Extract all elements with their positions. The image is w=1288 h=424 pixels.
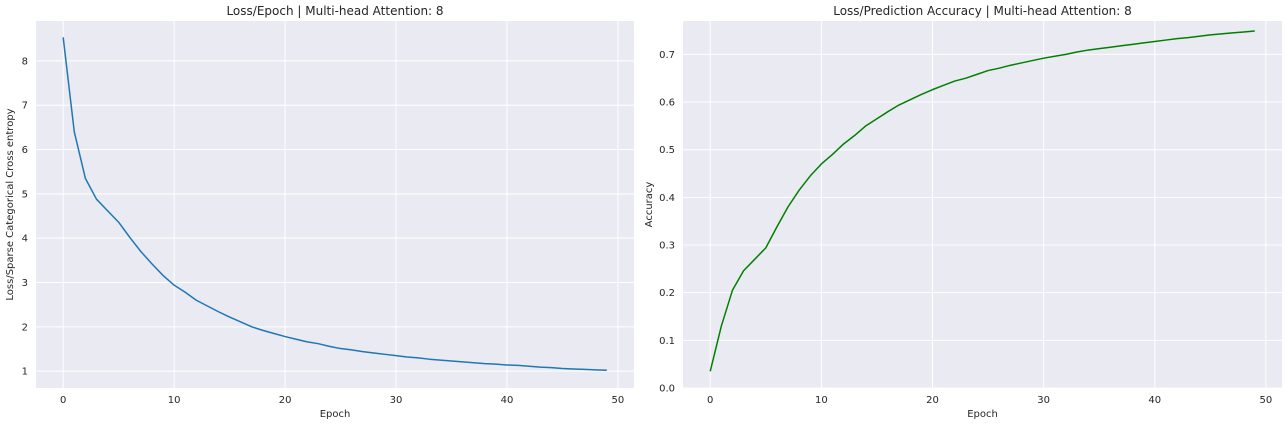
x-tick-label: 40 [501, 395, 514, 406]
series-line [62, 37, 607, 372]
x-axis-label: Epoch [967, 409, 998, 420]
y-tick-label: 0.5 [659, 145, 675, 156]
x-tick-label: 50 [612, 395, 625, 406]
x-tick-label: 30 [390, 395, 403, 406]
y-tick-label: 8 [22, 56, 28, 67]
x-tick-label: 10 [168, 395, 181, 406]
y-axis-label: Loss/Sparse Categorical Cross entropy [5, 108, 16, 300]
y-tick-label: 0.0 [659, 384, 675, 395]
x-tick-label: 10 [815, 395, 828, 406]
accuracy-chart: 0 10 20 30 40 50 0.0 0.1 0.2 0.3 0.4 0.5 0.6 0.7 Loss/… [644, 4, 1282, 420]
loss-chart: 0 10 20 30 40 50 1 2 3 4 5 6 7 8 Loss/Epoch | Multi-he… [5, 4, 634, 420]
y-tick-label: 5 [22, 189, 28, 200]
y-tick-label: 3 [22, 278, 28, 289]
y-tick-label: 1 [22, 367, 28, 378]
series-line [709, 30, 1255, 372]
y-tick-label: 7 [22, 101, 28, 112]
y-axis-label: Accuracy [644, 182, 655, 228]
y-tick-label: 2 [22, 322, 28, 333]
plot-area [36, 21, 634, 388]
x-axis-label: Epoch [320, 409, 351, 420]
chart-title: Loss/Prediction Accuracy | Multi-head At… [833, 4, 1132, 18]
y-tick-label: 4 [22, 234, 28, 245]
chart-title: Loss/Epoch | Multi-head Attention: 8 [226, 4, 443, 18]
x-tick-label: 0 [707, 395, 713, 406]
y-tick-label: 0.3 [659, 241, 675, 252]
y-tick-label: 0.6 [659, 98, 675, 109]
x-tick-label: 50 [1260, 395, 1273, 406]
y-tick-label: 0.4 [659, 193, 675, 204]
x-tick-label: 30 [1037, 395, 1050, 406]
x-tick-label: 0 [60, 395, 66, 406]
y-tick-label: 6 [22, 145, 28, 156]
y-tick-label: 0.7 [659, 50, 675, 61]
plot-area [683, 21, 1282, 388]
x-tick-label: 20 [279, 395, 292, 406]
y-tick-label: 0.1 [659, 336, 675, 347]
x-tick-label: 40 [1148, 395, 1161, 406]
x-tick-label: 20 [926, 395, 939, 406]
y-tick-label: 0.2 [659, 288, 675, 299]
